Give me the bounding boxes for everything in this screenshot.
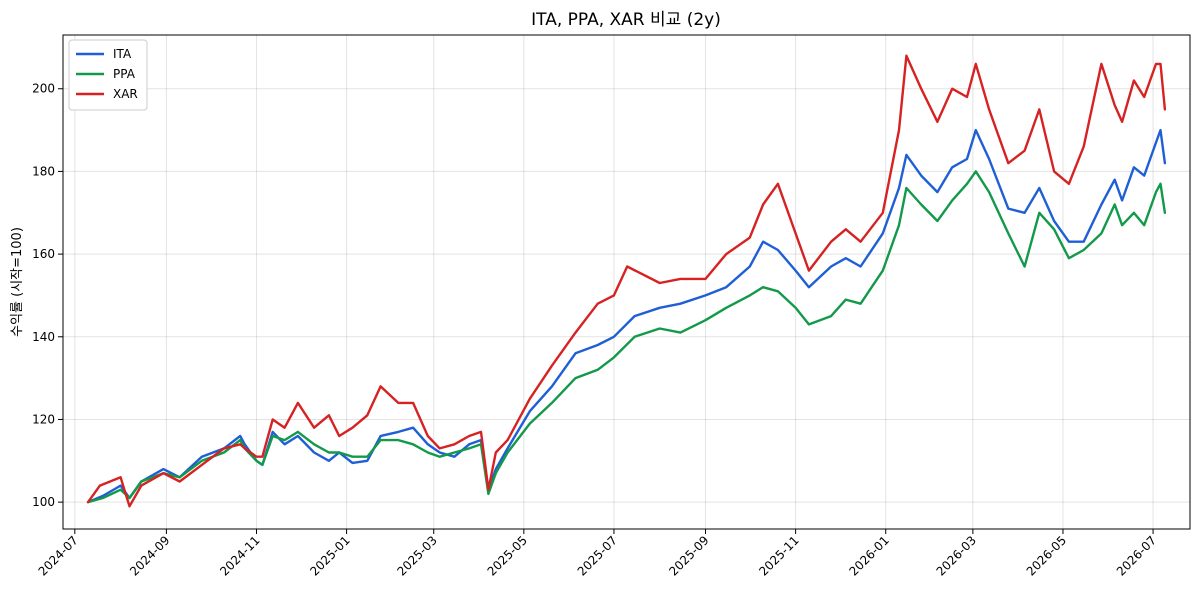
y-tick-label: 100 (32, 495, 55, 509)
chart-title: ITA, PPA, XAR 비교 (2y) (531, 10, 721, 30)
legend-label-ppa: PPA (113, 67, 136, 81)
y-tick-label: 160 (32, 247, 55, 261)
plot-frame (62, 34, 1191, 530)
legend-box (68, 39, 148, 111)
plot-lines (86, 54, 1167, 508)
y-tick-label: 180 (32, 164, 55, 178)
series-line-xar (86, 54, 1167, 508)
series-line-ppa (86, 170, 1167, 504)
y-axis-label: 수익률 (시작=100) (10, 227, 25, 337)
legend-label-ita: ITA (113, 47, 132, 61)
y-tick-label: 120 (32, 412, 55, 426)
y-ticks: 100 120 140 160 180 200 (32, 82, 63, 509)
y-tick-label: 200 (32, 82, 55, 96)
grid (63, 35, 1190, 529)
y-tick-label: 140 (32, 330, 55, 344)
legend-label-xar: XAR (113, 87, 138, 101)
legend: ITA PPA XAR (68, 39, 148, 111)
